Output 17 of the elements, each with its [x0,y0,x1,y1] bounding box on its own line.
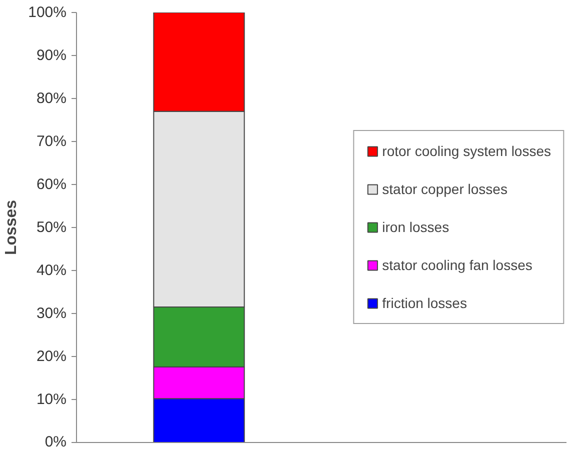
y-tick-label: 0% [44,434,67,450]
legend-label: stator cooling fan losses [382,257,532,273]
legend-label: stator copper losses [382,181,508,197]
y-tick-label: 70% [36,133,67,150]
legend-label: iron losses [382,219,450,235]
y-tick-label: 90% [36,47,67,64]
legend-label: rotor cooling system losses [382,143,551,159]
y-tick-label: 60% [36,176,67,193]
y-tick-label: 80% [36,90,67,107]
legend-label: friction losses [382,295,467,311]
y-axis-title: Losses [3,200,20,256]
y-tick-label: 20% [36,348,67,365]
y-tick-label: 40% [36,262,67,279]
y-tick-label: 10% [36,391,67,408]
y-tick-label: 50% [36,219,67,236]
y-tick-label: 100% [28,4,67,21]
y-tick-label: 30% [36,305,67,322]
